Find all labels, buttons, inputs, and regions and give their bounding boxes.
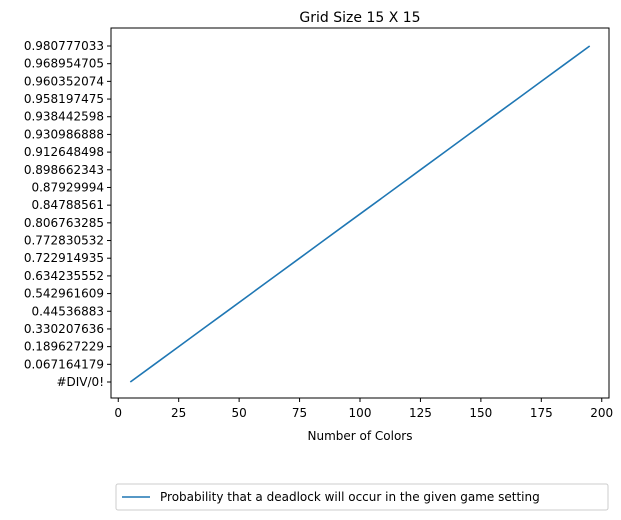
- y-tick-label: 0.960352074: [24, 74, 104, 88]
- legend-box: [115, 483, 609, 511]
- x-tick-label: 150: [469, 406, 492, 420]
- y-axis: #DIV/0! 0.067164179 0.189627229 0.330207636…: [24, 39, 111, 389]
- legend: Probability that a deadlock will occur i…: [115, 483, 609, 511]
- x-tick-label: 25: [171, 406, 186, 420]
- y-tick-label: 0.722914935: [24, 251, 104, 265]
- x-tick-label: 50: [231, 406, 246, 420]
- y-tick-label: 0.958197475: [24, 92, 104, 106]
- y-tick-label: 0.330207636: [24, 322, 104, 336]
- y-tick-label: 0.930986888: [24, 127, 104, 141]
- y-tick-label: 0.067164179: [24, 357, 104, 371]
- x-axis-label: Number of Colors: [308, 429, 413, 443]
- x-tick-label: 125: [409, 406, 432, 420]
- x-tick-label: 100: [349, 406, 372, 420]
- y-tick-label: 0.772830532: [24, 234, 104, 248]
- plot-area-frame: [110, 27, 610, 399]
- x-tick-label: 0: [114, 406, 122, 420]
- y-tick-label: 0.912648498: [24, 145, 104, 159]
- x-axis: 0 25 50 75 100 125 150 175 200: [114, 398, 613, 420]
- x-tick-label: 200: [590, 406, 613, 420]
- y-tick-label: 0.84788561: [31, 198, 104, 212]
- y-tick-label: 0.898662343: [24, 163, 104, 177]
- y-tick-label: 0.542961609: [24, 287, 104, 301]
- x-tick-label: 75: [292, 406, 307, 420]
- y-tick-label: 0.806763285: [24, 216, 104, 230]
- chart-title: Grid Size 15 X 15: [299, 10, 420, 26]
- legend-label: Probability that a deadlock will occur i…: [160, 490, 540, 504]
- y-tick-label: #DIV/0!: [56, 375, 104, 389]
- y-tick-label: 0.87929994: [31, 180, 104, 194]
- y-tick-label: 0.968954705: [24, 57, 104, 71]
- series-line: [129, 45, 591, 383]
- x-tick-label: 175: [530, 406, 553, 420]
- y-tick-label: 0.44536883: [31, 304, 104, 318]
- y-tick-label: 0.189627229: [24, 340, 104, 354]
- y-tick-label: 0.980777033: [24, 39, 104, 53]
- y-tick-label: 0.634235552: [24, 269, 104, 283]
- y-tick-label: 0.938442598: [24, 110, 104, 124]
